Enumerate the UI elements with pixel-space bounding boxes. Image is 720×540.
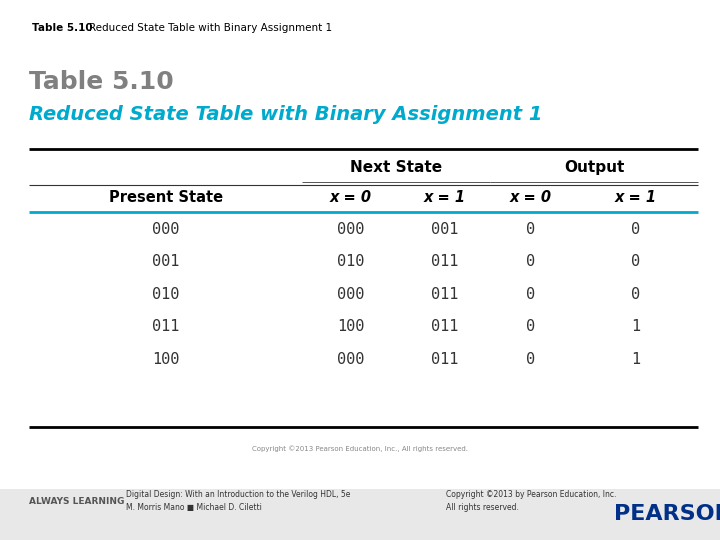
Text: 0: 0 bbox=[526, 287, 536, 302]
Text: ALWAYS LEARNING: ALWAYS LEARNING bbox=[29, 497, 124, 505]
Text: 0: 0 bbox=[526, 222, 536, 237]
Text: 001: 001 bbox=[431, 222, 459, 237]
Text: 001: 001 bbox=[152, 254, 179, 269]
Text: 1: 1 bbox=[631, 319, 640, 334]
Text: 0: 0 bbox=[526, 352, 536, 367]
Text: 000: 000 bbox=[337, 222, 365, 237]
Text: Copyright ©2013 Pearson Education, Inc., All rights reserved.: Copyright ©2013 Pearson Education, Inc.,… bbox=[252, 446, 468, 452]
Text: 010: 010 bbox=[152, 287, 179, 302]
Text: Next State: Next State bbox=[350, 160, 442, 175]
Text: 0: 0 bbox=[526, 254, 536, 269]
Text: x = 1: x = 1 bbox=[614, 190, 657, 205]
Text: 000: 000 bbox=[337, 352, 365, 367]
Text: 011: 011 bbox=[431, 287, 459, 302]
Text: 0: 0 bbox=[526, 319, 536, 334]
Text: Output: Output bbox=[564, 160, 624, 175]
Text: Table 5.10: Table 5.10 bbox=[32, 23, 93, 33]
Text: 100: 100 bbox=[152, 352, 179, 367]
Text: 011: 011 bbox=[431, 319, 459, 334]
Text: 0: 0 bbox=[631, 254, 640, 269]
Text: Table 5.10: Table 5.10 bbox=[29, 70, 174, 94]
Text: 010: 010 bbox=[337, 254, 365, 269]
Text: 011: 011 bbox=[152, 319, 179, 334]
Text: Reduced State Table with Binary Assignment 1: Reduced State Table with Binary Assignme… bbox=[29, 105, 542, 124]
Text: 011: 011 bbox=[431, 352, 459, 367]
Text: Reduced State Table with Binary Assignment 1: Reduced State Table with Binary Assignme… bbox=[89, 23, 332, 33]
Text: Present State: Present State bbox=[109, 190, 222, 205]
Text: 0: 0 bbox=[631, 287, 640, 302]
Text: 000: 000 bbox=[337, 287, 365, 302]
Text: PEARSON: PEARSON bbox=[613, 504, 720, 524]
Text: 011: 011 bbox=[431, 254, 459, 269]
Text: 0: 0 bbox=[631, 222, 640, 237]
Text: Digital Design: With an Introduction to the Verilog HDL, 5e
M. Morris Mano ■ Mic: Digital Design: With an Introduction to … bbox=[126, 490, 351, 512]
Text: 1: 1 bbox=[631, 352, 640, 367]
Text: 100: 100 bbox=[337, 319, 365, 334]
Text: x = 0: x = 0 bbox=[510, 190, 552, 205]
Text: 000: 000 bbox=[152, 222, 179, 237]
Text: Copyright ©2013 by Pearson Education, Inc.
All rights reserved.: Copyright ©2013 by Pearson Education, In… bbox=[446, 490, 617, 512]
Text: x = 0: x = 0 bbox=[330, 190, 372, 205]
Text: x = 1: x = 1 bbox=[423, 190, 466, 205]
